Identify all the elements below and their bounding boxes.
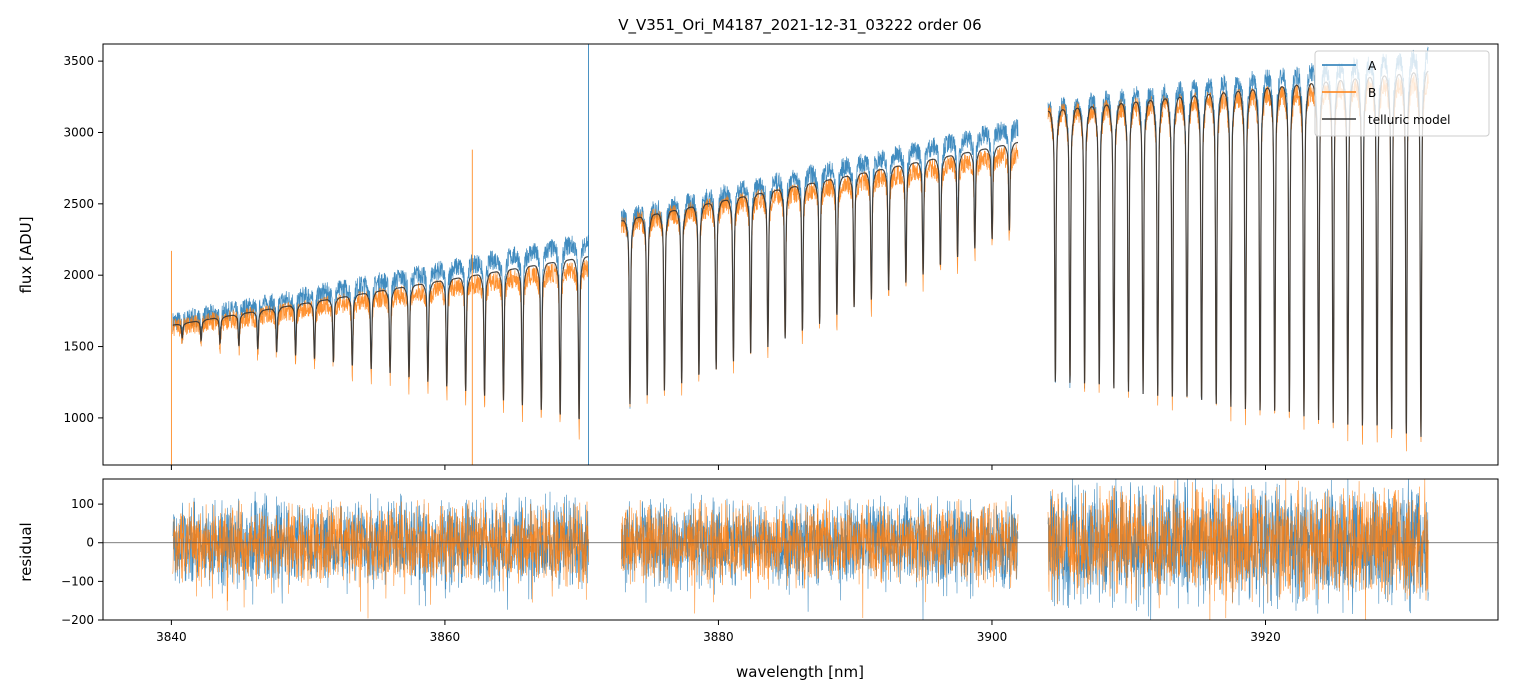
flux-y-tick-label: 3000 (63, 125, 94, 139)
x-tick-label: 3880 (703, 630, 734, 644)
flux-y-tick-label: 2500 (63, 197, 94, 211)
legend-label-a: A (1368, 59, 1377, 73)
flux-series-group (170, 44, 1429, 465)
residual-axis-ticks: 3840 3860 3880 3900 3920 −200 −100 0 100 (61, 497, 1281, 644)
legend-label-b: B (1368, 86, 1376, 100)
residual-series-group (103, 479, 1498, 620)
residual-line-b (172, 479, 1429, 620)
flux-axes-frame (102, 43, 1499, 466)
flux-y-tick-label: 3500 (63, 54, 94, 68)
flux-y-tick-label: 1500 (63, 340, 94, 354)
flux-y-tick-label: 2000 (63, 268, 94, 282)
residual-panel: 3840 3860 3880 3900 3920 −200 −100 0 100 residua… (17, 478, 1499, 681)
legend-box (1314, 50, 1490, 137)
x-tick-label: 3840 (156, 630, 187, 644)
flux-y-tick-label: 1000 (63, 411, 94, 425)
flux-axis-ticks: 1000 1500 2000 2500 3000 3500 (63, 54, 1266, 470)
x-tick-label: 3900 (977, 630, 1008, 644)
x-axis-label: wavelength [nm] (736, 663, 864, 681)
residual-y-tick-label: 100 (71, 497, 94, 511)
x-tick-label: 3920 (1250, 630, 1281, 644)
flux-y-axis-label: flux [ADU] (17, 216, 35, 293)
residual-axes-frame (102, 478, 1499, 621)
residual-y-tick-label: −200 (61, 613, 94, 627)
legend-label-telluric-model: telluric model (1368, 113, 1450, 127)
flux-panel: 1000 1500 2000 2500 3000 3500 V_V351_Ori_M418… (17, 16, 1499, 470)
residual-y-axis-label: residual (17, 522, 35, 581)
series-line-b (172, 73, 1429, 452)
series-line-telluric-model (172, 70, 1429, 437)
chart-title: V_V351_Ori_M4187_2021-12-31_03222 order … (618, 16, 981, 35)
residual-y-tick-label: 0 (86, 536, 94, 550)
x-tick-label: 3860 (430, 630, 461, 644)
legend: A B telluric model (1314, 50, 1490, 137)
residual-y-tick-label: −100 (61, 574, 94, 588)
